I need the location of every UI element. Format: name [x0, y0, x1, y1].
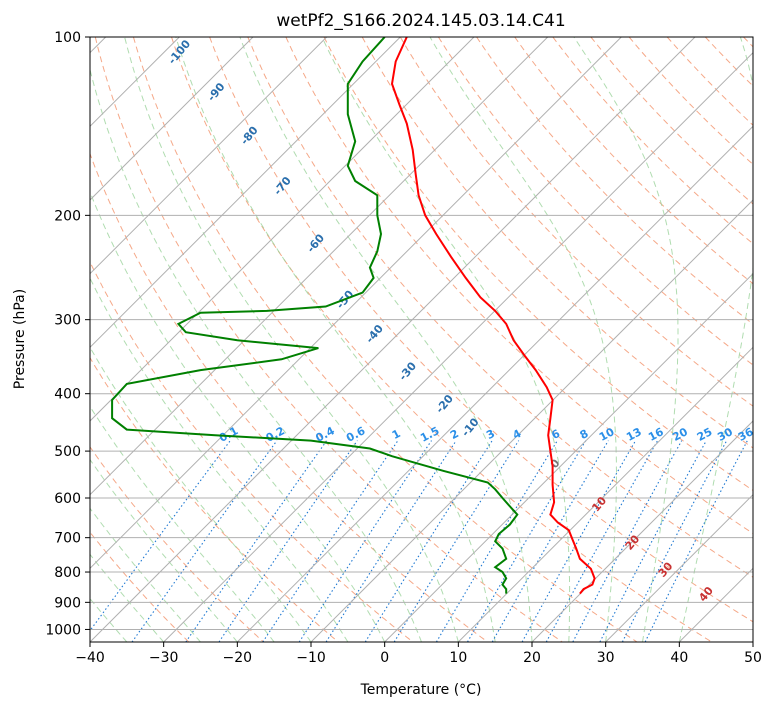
x-tick-label: −20: [223, 650, 253, 666]
y-tick-label: 700: [54, 531, 81, 547]
y-tick-label: 100: [54, 30, 81, 46]
x-tick-label: 0: [380, 650, 389, 666]
chart-title: wetPf2_S166.2024.145.03.14.C41: [276, 11, 565, 31]
y-axis-label: Pressure (hPa): [12, 289, 28, 389]
x-tick-label: 30: [597, 650, 615, 666]
y-tick-label: 500: [54, 444, 81, 460]
y-tick-label: 200: [54, 208, 81, 224]
x-tick-label: −30: [149, 650, 179, 666]
y-tick-label: 1000: [45, 622, 81, 638]
y-tick-label: 900: [54, 595, 81, 611]
x-tick-label: 40: [670, 650, 688, 666]
y-tick-label: 800: [54, 565, 81, 581]
x-tick-label: 10: [449, 650, 467, 666]
x-tick-label: 50: [744, 650, 762, 666]
x-axis-label: Temperature (°C): [360, 682, 482, 698]
y-tick-label: 600: [54, 491, 81, 507]
x-tick-label: −40: [75, 650, 105, 666]
x-tick-label: 20: [523, 650, 541, 666]
y-tick-label: 400: [54, 387, 81, 403]
x-tick-label: −10: [296, 650, 326, 666]
y-tick-label: 300: [54, 313, 81, 329]
